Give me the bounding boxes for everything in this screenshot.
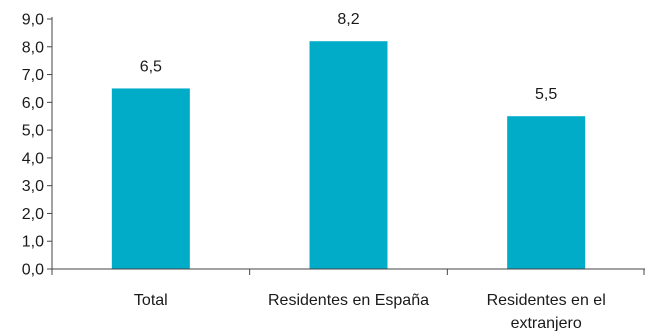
bar-value-label: 5,5	[535, 86, 557, 103]
axes	[51, 17, 645, 275]
y-tick-label: 7,0	[22, 67, 44, 84]
bar-value-label: 6,5	[140, 58, 162, 75]
x-category-label: extranjero	[511, 315, 582, 331]
bar	[507, 116, 586, 269]
x-category-label: Total	[134, 292, 168, 309]
y-tick-label: 2,0	[22, 206, 44, 223]
bars	[111, 41, 586, 269]
y-tick-label: 8,0	[22, 39, 44, 56]
bar	[309, 41, 388, 269]
y-tick-label: 1,0	[22, 234, 44, 251]
y-tick-label: 3,0	[22, 178, 44, 195]
x-category-label: Residentes en España	[268, 292, 429, 309]
y-tick-label: 9,0	[22, 12, 44, 29]
x-category-label: Residentes en el	[487, 292, 606, 309]
y-tick-label: 0,0	[22, 262, 44, 279]
bar	[111, 88, 190, 269]
y-tick-label: 4,0	[22, 150, 44, 167]
y-axis-ticks: 0,0 1,0 2,0 3,0 4,0 5,0 6,0 7,0 8,0 9,0	[22, 12, 52, 279]
x-axis-labels: Total Residentes en España Residentes en e…	[134, 292, 606, 331]
y-tick-label: 6,0	[22, 95, 44, 112]
bar-value-label: 8,2	[337, 11, 359, 28]
y-tick-label: 5,0	[22, 123, 44, 140]
data-labels: 6,5 8,2 5,5	[140, 11, 558, 103]
